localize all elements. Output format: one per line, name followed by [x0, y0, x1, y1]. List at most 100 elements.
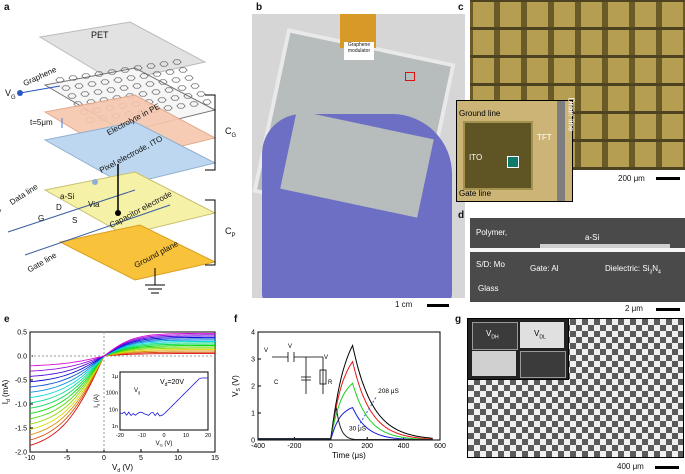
graphene-hexagon — [185, 76, 193, 80]
inset-y-label: Id (A) — [94, 394, 101, 408]
x-tick-label-e: -5 — [64, 455, 70, 462]
panel-d-label: d — [458, 210, 464, 221]
scale-bar-g-label: 400 μm — [617, 462, 644, 471]
y-tick-label-e: 0.5 — [17, 330, 27, 337]
annotation-208us: 208 μS — [378, 388, 399, 395]
device-stack-diagram — [0, 0, 250, 300]
schematic-vg: V — [288, 344, 292, 350]
x-tick-label-f: 0 — [329, 443, 333, 450]
y-tick-label-f: 0 — [251, 438, 255, 445]
x-tick-label-f: 200 — [361, 443, 373, 450]
x-tick-label-e: 10 — [174, 455, 182, 462]
inset-x-tick-label: -20 — [116, 433, 124, 439]
inset-vg-label: Vg — [134, 388, 140, 395]
x-tick-label-f: 400 — [398, 443, 410, 450]
graphene-hexagon — [179, 68, 187, 72]
plot-frame-f — [258, 332, 440, 440]
inset-y-tick-label: 100n — [106, 391, 118, 397]
y-tick-label-f: 4 — [251, 330, 255, 337]
g-label: G — [38, 214, 44, 223]
annotation-30us: 30 μS — [349, 426, 367, 433]
panel-c: c Ground line ITO TFT Gate line Drain li… — [470, 0, 685, 190]
inset-x-label: VG (V) — [156, 441, 173, 448]
inset-x-tick-label: 20 — [205, 433, 211, 439]
graphene-hexagon — [178, 86, 186, 90]
x-tick-label-f: -200 — [287, 443, 301, 450]
inset-x-tick-label: -10 — [138, 433, 146, 439]
graphene-hexagon — [197, 92, 205, 96]
polymer-label: Polymer, — [476, 228, 507, 237]
transient-curve-fast — [258, 408, 433, 440]
graphene-hexagon — [172, 78, 180, 82]
sd-label: S/D: Mo — [476, 260, 505, 269]
modulator-tag: Graphene modulator — [344, 42, 374, 60]
panel-b: b Graphene modulator 1 cm — [252, 0, 465, 310]
x-tick-label-e: 0 — [102, 455, 106, 462]
y-tick-label-f: 2 — [251, 384, 255, 391]
y-tick-label-e: 0.0 — [17, 354, 27, 361]
y-tick-label-f: 3 — [251, 357, 255, 364]
chart-e: -10 -5 0 5 10 15 -2.0 -1.5 -1.0 -0.5 0.0 0.5 Vd (V) I… — [0, 312, 225, 474]
scale-bar-g — [655, 466, 679, 469]
schematic-vd: V — [264, 348, 268, 354]
scale-bar-b-label: 1 cm — [395, 300, 412, 309]
tft-label: TFT — [537, 133, 552, 142]
y-tick-label-e: -1.5 — [15, 426, 27, 433]
y-tick-label-f: 1 — [251, 411, 255, 418]
cg-label: CG — [225, 126, 236, 139]
asi-label: a-Si — [60, 192, 74, 201]
vdl-label: VDL — [534, 329, 546, 341]
panel-f: f -400 -200 0 200 400 600 0 1 2 3 4 Time (μs) VS (V)… — [228, 312, 448, 474]
scale-bar-d — [656, 308, 680, 311]
x-axis-label-e: Vd (V) — [112, 463, 133, 474]
inset-y-tick-label: 1μ — [112, 374, 118, 380]
transient-curve-red — [258, 362, 433, 439]
vdh-label: VDH — [486, 329, 499, 341]
schematic-wires — [272, 352, 323, 394]
y-tick-label-e: -2.0 — [15, 450, 27, 457]
y-axis-label-e: Id (mA) — [1, 379, 12, 404]
asi-d-label: a-Si — [585, 233, 599, 242]
panel-a: a PET Graphene — [0, 0, 250, 300]
graphene-hexagon — [56, 78, 64, 82]
ground-layer — [60, 225, 215, 280]
x-tick-label-e: 15 — [211, 455, 219, 462]
panel-d: d Polymer, a-Si S/D: Mo Gate: Al Dielect… — [470, 200, 685, 318]
pixel-zoom-inset: VDH VDL — [467, 318, 569, 380]
cp-label: CP — [225, 226, 236, 239]
ground-line-label: Ground line — [459, 109, 500, 118]
schematic-vs: V — [324, 355, 328, 361]
inset-y-tick-label: 10n — [109, 407, 118, 413]
via-label: Via — [88, 200, 99, 209]
ito-label: ITO — [469, 153, 482, 162]
pet-label: PET — [91, 30, 109, 40]
y-axis-label-f: VS (V) — [231, 375, 242, 397]
time-arrow-f — [358, 397, 376, 427]
inset-y-tick-label: 1n — [112, 424, 118, 430]
glass-label: Glass — [478, 284, 498, 293]
panel-c-label: c — [458, 2, 464, 13]
dielectric-label: Dielectric: Si3N4 — [605, 264, 661, 276]
sem-cross-section: Polymer, a-Si S/D: Mo Gate: Al Dielectri… — [470, 218, 685, 302]
s-label: S — [72, 216, 77, 225]
panel-b-label: b — [256, 2, 262, 13]
y-tick-label-e: -0.5 — [15, 378, 27, 385]
schematic-cs: C — [274, 380, 279, 386]
panel-e: e -10 -5 0 5 10 15 -2.0 -1.5 -1.0 -0.5 0.0 0.5 Vd (V… — [0, 312, 225, 474]
schematic-r: R — [328, 380, 333, 386]
chart-f: -400 -200 0 200 400 60001234Time (μs)VS (V)20… — [228, 312, 448, 474]
graphene-hexagon — [166, 70, 174, 74]
micrograph-zoom-inset: Ground line ITO TFT Gate line — [456, 100, 573, 202]
inset-x-tick-label: 10 — [183, 433, 189, 439]
circuit-schematic-f: V V V C R — [264, 344, 333, 394]
graphene-hexagon — [191, 84, 199, 88]
thickness-label: t=5μm — [30, 118, 53, 127]
drain-line-label: Drain line — [566, 98, 575, 132]
graphene-hexagon — [203, 100, 211, 104]
panel-g: g VDH VDL 400 μm — [455, 312, 685, 474]
scale-bar-c — [656, 177, 680, 180]
inset-x-tick-label: 0 — [162, 433, 165, 439]
capacitor-layer — [45, 172, 215, 235]
panel-g-label: g — [455, 314, 461, 325]
x-tick-label-e: 5 — [139, 455, 143, 462]
